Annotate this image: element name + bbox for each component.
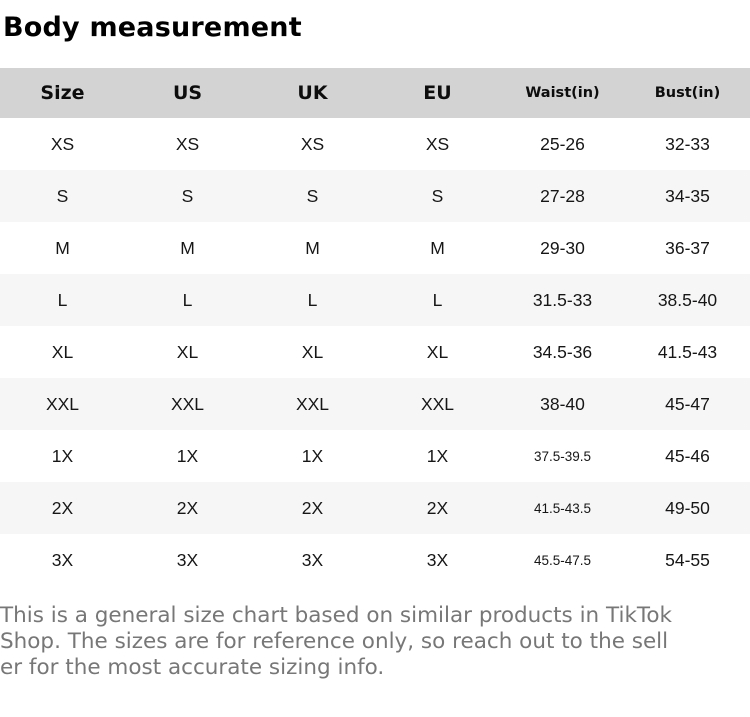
cell-bust: 45-46 (665, 445, 710, 466)
table-row-xxl: XXL XXL XXL XXL 38-40 45-47 (0, 378, 750, 430)
cell-bust: 38.5-40 (657, 289, 718, 310)
cell-us: 1X (176, 445, 199, 466)
cell-us: XL (176, 341, 199, 362)
table-row-1x: 1X 1X 1X 1X 37.5-39.5 45-46 (0, 430, 750, 482)
cell-bust: 41.5-43 (657, 341, 718, 362)
cell-uk: M (305, 237, 320, 258)
cell-size: 1X (51, 445, 74, 466)
cell-uk: XS (300, 133, 325, 154)
header-row: Size US UK EU Waist(in) Bust(in) (0, 68, 750, 118)
cell-waist: 37.5-39.5 (533, 448, 592, 464)
size-chart-table: Size US UK EU Waist(in) Bust(in) XS XS X… (0, 68, 750, 586)
size-chart-body: XS XS XS XS 25-26 32-33 S S S S 27-28 34… (0, 118, 750, 586)
cell-us: 3X (176, 549, 199, 570)
cell-waist: 31.5-33 (532, 289, 593, 310)
cell-bust: 54-55 (665, 549, 710, 570)
column-header-size: Size (40, 82, 85, 104)
table-row-m: M M M M 29-30 36-37 (0, 222, 750, 274)
cell-uk: 2X (301, 497, 324, 518)
cell-bust: 32-33 (665, 133, 710, 154)
cell-waist: 29-30 (540, 237, 585, 258)
cell-us: XXL (170, 393, 205, 414)
cell-eu: 2X (426, 497, 449, 518)
cell-size: XS (50, 133, 75, 154)
size-chart-disclaimer: This is a general size chart based on si… (0, 603, 750, 681)
disclaimer-line: er for the most accurate sizing info. (0, 655, 385, 680)
cell-eu: L (432, 289, 443, 310)
cell-us: S (181, 185, 194, 206)
column-header-waist: Waist(in) (525, 85, 600, 101)
table-row-3x: 3X 3X 3X 3X 45.5-47.5 54-55 (0, 534, 750, 586)
cell-size: 3X (51, 549, 74, 570)
cell-bust: 45-47 (665, 393, 710, 414)
cell-us: M (180, 237, 195, 258)
cell-uk: 3X (301, 549, 324, 570)
cell-waist: 27-28 (540, 185, 585, 206)
table-row-xs: XS XS XS XS 25-26 32-33 (0, 118, 750, 170)
cell-eu: 1X (426, 445, 449, 466)
size-chart-header: Size US UK EU Waist(in) Bust(in) (0, 68, 750, 118)
table-row-2x: 2X 2X 2X 2X 41.5-43.5 49-50 (0, 482, 750, 534)
cell-size: L (57, 289, 68, 310)
cell-waist: 34.5-36 (532, 341, 593, 362)
cell-uk: XXL (295, 393, 330, 414)
column-header-bust: Bust(in) (654, 85, 721, 101)
cell-eu: M (430, 237, 445, 258)
cell-uk: L (307, 289, 318, 310)
cell-uk: S (306, 185, 319, 206)
disclaimer-line: Shop. The sizes are for reference only, … (0, 629, 669, 654)
cell-size: XXL (45, 393, 80, 414)
cell-eu: 3X (426, 549, 449, 570)
cell-eu: XL (426, 341, 449, 362)
cell-us: XS (175, 133, 200, 154)
cell-size: 2X (51, 497, 74, 518)
column-header-us: US (172, 82, 203, 104)
cell-waist: 41.5-43.5 (533, 500, 592, 516)
cell-size: S (56, 185, 69, 206)
cell-eu: XS (425, 133, 450, 154)
cell-eu: XXL (420, 393, 455, 414)
cell-waist: 45.5-47.5 (533, 552, 592, 568)
table-row-l: L L L L 31.5-33 38.5-40 (0, 274, 750, 326)
table-row-xl: XL XL XL XL 34.5-36 41.5-43 (0, 326, 750, 378)
cell-bust: 49-50 (665, 497, 710, 518)
column-header-eu: EU (423, 82, 452, 104)
table-row-s: S S S S 27-28 34-35 (0, 170, 750, 222)
column-header-uk: UK (297, 82, 328, 104)
cell-waist: 25-26 (540, 133, 585, 154)
cell-bust: 34-35 (665, 185, 710, 206)
cell-size: XL (51, 341, 74, 362)
cell-size: M (55, 237, 70, 258)
cell-waist: 38-40 (540, 393, 585, 414)
cell-eu: S (431, 185, 444, 206)
cell-us: 2X (176, 497, 199, 518)
cell-us: L (182, 289, 193, 310)
cell-bust: 36-37 (665, 237, 710, 258)
disclaimer-line: This is a general size chart based on si… (0, 603, 672, 628)
cell-uk: 1X (301, 445, 324, 466)
cell-uk: XL (301, 341, 324, 362)
page-title: Body measurement (3, 12, 302, 43)
